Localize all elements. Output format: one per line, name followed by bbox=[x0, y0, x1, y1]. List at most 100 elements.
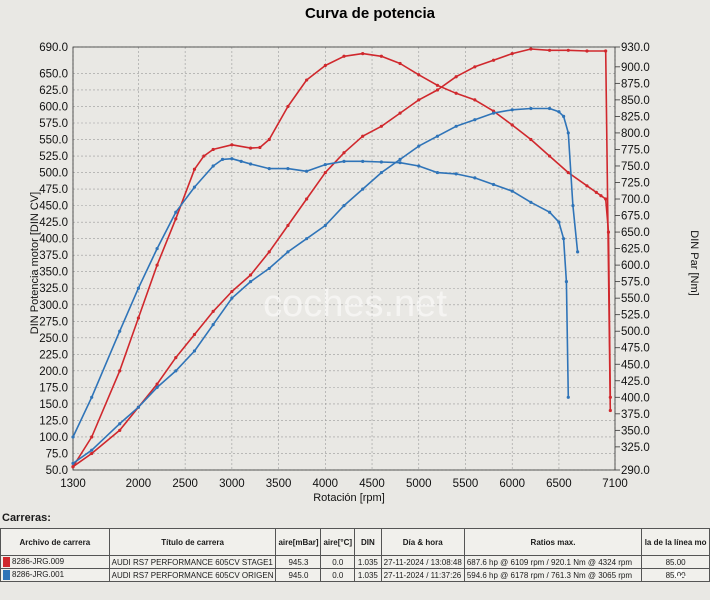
y-right-tick-label: 425.0 bbox=[621, 376, 650, 388]
y-right-tick-label: 700.0 bbox=[621, 194, 650, 206]
y-left-tick-label: 275.0 bbox=[39, 316, 68, 328]
y-left-tick-label: 300.0 bbox=[39, 300, 68, 312]
data-point bbox=[547, 210, 552, 214]
y-left-tick-label: 650.0 bbox=[39, 68, 68, 80]
col-datetime: Día & hora bbox=[380, 528, 465, 556]
run-color-swatch bbox=[3, 570, 10, 580]
run-file-cell: 8286-JRG.001 bbox=[0, 568, 110, 582]
data-point bbox=[323, 223, 327, 228]
y-axis-right: 290.0 325.0 350.0 375.0 400.0 425.0 450.0 475.0… bbox=[615, 42, 650, 477]
data-point bbox=[211, 309, 215, 313]
y-left-tick-label: 400.0 bbox=[39, 234, 68, 246]
data-point bbox=[566, 395, 570, 399]
data-point bbox=[220, 157, 225, 161]
data-point bbox=[606, 230, 611, 234]
run-datetime: 27-11-2024 / 11:37:26 bbox=[380, 568, 465, 582]
data-point bbox=[267, 266, 271, 271]
y-right-tick-label: 475.0 bbox=[621, 343, 650, 355]
x-tick-label: 4500 bbox=[359, 478, 385, 490]
data-point bbox=[491, 182, 496, 187]
data-point bbox=[155, 246, 159, 251]
data-point bbox=[529, 106, 533, 111]
data-point bbox=[118, 422, 122, 426]
data-point bbox=[557, 220, 561, 224]
data-point bbox=[118, 428, 122, 432]
data-point bbox=[398, 61, 402, 66]
data-point bbox=[305, 197, 309, 201]
x-tick-label: 5500 bbox=[453, 478, 479, 490]
col-temp: aire[°C] bbox=[320, 528, 356, 556]
data-point bbox=[557, 110, 561, 114]
y-left-tick-label: 600.0 bbox=[39, 101, 68, 113]
run-line: 85.00 bbox=[641, 555, 710, 569]
data-point bbox=[248, 146, 253, 150]
x-axis-label: Rotación [rpm] bbox=[313, 492, 385, 504]
y-right-tick-label: 725.0 bbox=[621, 177, 650, 189]
y-right-tick-label: 325.0 bbox=[621, 442, 650, 454]
data-point bbox=[155, 382, 159, 386]
data-point bbox=[599, 194, 603, 198]
data-point bbox=[361, 52, 365, 56]
data-point bbox=[286, 167, 290, 171]
data-point bbox=[454, 172, 458, 176]
y-left-tick-label: 625.0 bbox=[39, 85, 68, 97]
data-point bbox=[118, 369, 122, 373]
data-point bbox=[118, 329, 122, 333]
y-left-tick-label: 525.0 bbox=[39, 151, 68, 163]
y-right-tick-label: 850.0 bbox=[621, 95, 650, 107]
data-point bbox=[398, 161, 402, 165]
col-file: Archivo de carrera bbox=[0, 528, 110, 556]
data-point bbox=[361, 187, 365, 191]
data-point bbox=[136, 405, 141, 409]
data-point bbox=[248, 273, 253, 277]
data-point bbox=[267, 137, 271, 142]
col-din: DIN bbox=[354, 528, 382, 556]
y-left-tick-label: 450.0 bbox=[39, 201, 68, 213]
run-line: 85.00 bbox=[641, 568, 710, 582]
x-tick-label: 3000 bbox=[219, 478, 245, 490]
data-point bbox=[211, 322, 215, 327]
data-point bbox=[566, 131, 570, 135]
data-point bbox=[510, 52, 514, 56]
run-ratios: 594.6 hp @ 6178 rpm / 761.3 Nm @ 3065 rp… bbox=[463, 568, 643, 582]
data-point bbox=[258, 145, 262, 150]
run-title: AUDI RS7 PERFORMANCE 605CV STAGE1 bbox=[108, 555, 277, 569]
x-tick-label: 7100 bbox=[602, 478, 628, 490]
data-point bbox=[361, 159, 365, 163]
y-right-tick-label: 875.0 bbox=[621, 78, 650, 90]
y-right-tick-label: 450.0 bbox=[621, 359, 650, 371]
data-point bbox=[454, 91, 458, 95]
data-point bbox=[585, 184, 589, 188]
data-point bbox=[435, 170, 440, 175]
data-point bbox=[473, 176, 477, 180]
data-point bbox=[90, 395, 94, 399]
watermark: coches.net bbox=[263, 283, 447, 325]
data-point bbox=[323, 63, 327, 68]
runs-table: Archivo de carrera Título de carrera air… bbox=[0, 528, 710, 582]
y-left-tick-label: 100.0 bbox=[39, 432, 68, 444]
data-point bbox=[230, 143, 234, 147]
data-point bbox=[211, 147, 215, 152]
table-row[interactable]: 8286-JRG.009 AUDI RS7 PERFORMANCE 605CV … bbox=[0, 555, 710, 569]
run-pressure: 945.0 bbox=[275, 568, 322, 582]
data-point bbox=[529, 200, 533, 204]
data-point bbox=[305, 169, 309, 173]
col-title: Título de carrera bbox=[108, 528, 277, 556]
data-point bbox=[192, 332, 197, 337]
y-left-tick-label: 75.0 bbox=[46, 448, 68, 460]
y-right-tick-label: 350.0 bbox=[621, 425, 650, 437]
y-left-tick-label: 225.0 bbox=[39, 349, 68, 361]
data-point bbox=[398, 157, 402, 161]
table-row[interactable]: 8286-JRG.001 AUDI RS7 PERFORMANCE 605CV … bbox=[0, 568, 710, 582]
x-axis: 1300 2000 2500 3000 3500 4000 4500 5000 5500 6000… bbox=[60, 478, 628, 490]
y-axis-right-label: DIN Par [Nm] bbox=[688, 230, 700, 295]
data-point bbox=[379, 170, 383, 175]
data-point bbox=[510, 189, 514, 193]
run-color-swatch bbox=[3, 557, 10, 567]
data-point bbox=[174, 210, 178, 214]
series bbox=[71, 47, 612, 469]
x-tick-label: 6500 bbox=[546, 478, 572, 490]
data-point bbox=[230, 289, 234, 294]
run-din: 1.035 bbox=[354, 555, 382, 569]
data-point bbox=[547, 48, 552, 52]
